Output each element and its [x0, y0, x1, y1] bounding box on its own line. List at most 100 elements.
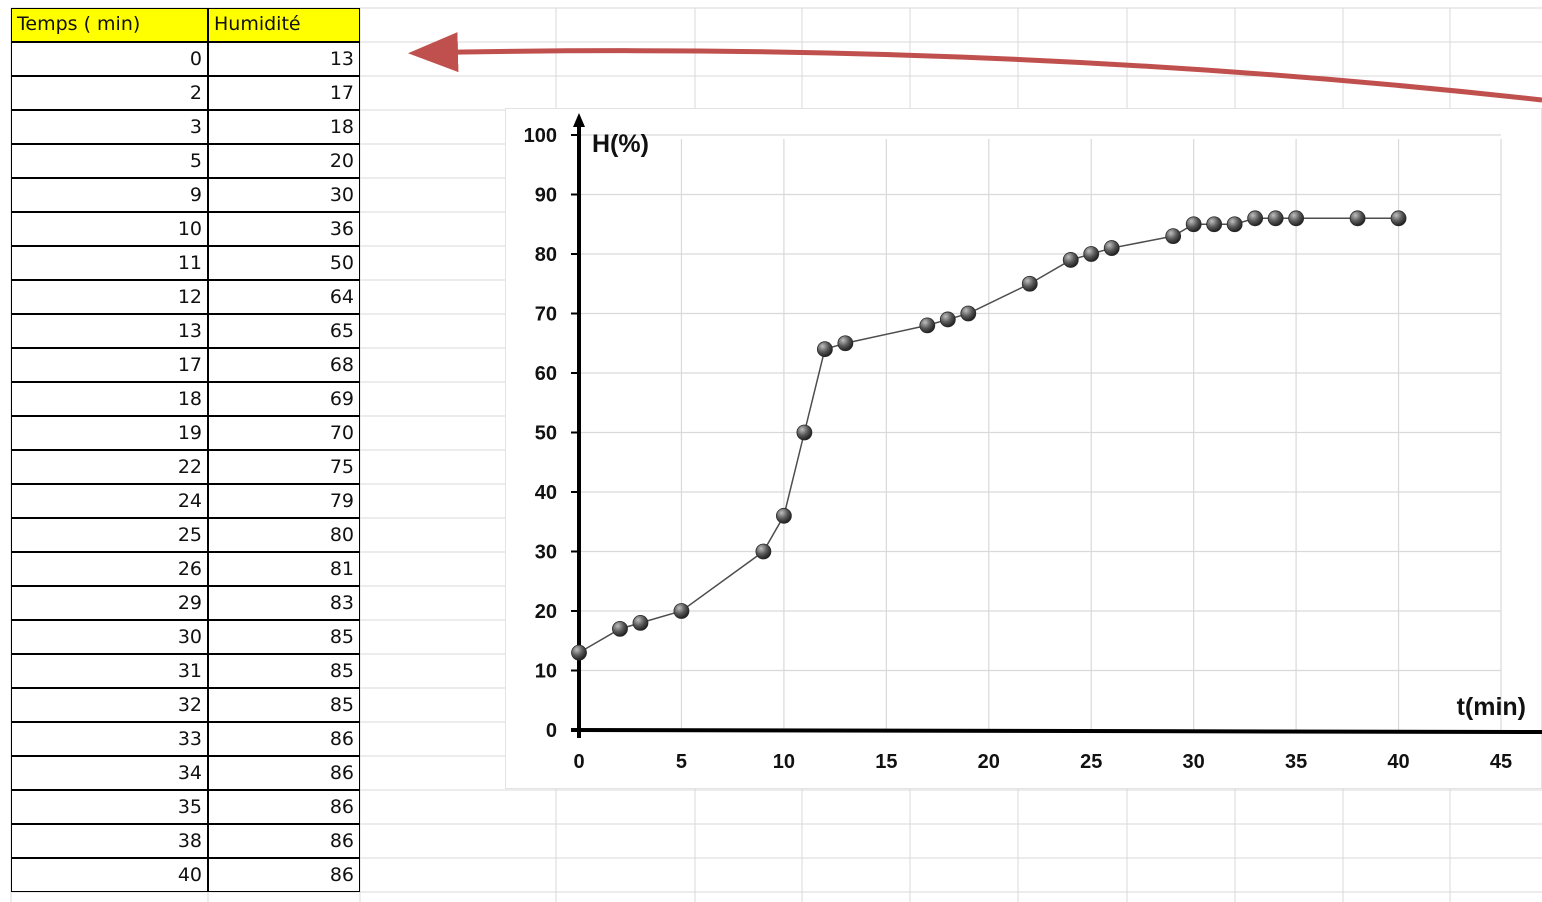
- cell-humidity[interactable]: 85: [208, 688, 360, 722]
- y-tick-label: 50: [535, 423, 557, 445]
- data-point: [837, 335, 854, 352]
- data-point: [1390, 210, 1407, 227]
- y-tick-label: 10: [535, 661, 557, 683]
- cell-humidity[interactable]: 65: [208, 314, 360, 348]
- y-tick-label: 90: [535, 185, 557, 207]
- cell-time[interactable]: 35: [11, 790, 208, 824]
- cell-time[interactable]: 25: [11, 518, 208, 552]
- y-tick-label: 80: [535, 244, 557, 266]
- cell-time[interactable]: 33: [11, 722, 208, 756]
- data-point: [632, 615, 649, 631]
- cell-time[interactable]: 5: [11, 144, 208, 178]
- data-point: [939, 311, 956, 328]
- x-tick-label: 10: [773, 751, 795, 773]
- cell-time[interactable]: 38: [11, 824, 208, 858]
- y-tick-label: 0: [546, 720, 557, 742]
- cell-time[interactable]: 11: [11, 246, 208, 280]
- cell-humidity[interactable]: 86: [208, 756, 360, 790]
- cell-time[interactable]: 31: [11, 654, 208, 688]
- x-tick-label: 35: [1285, 751, 1307, 773]
- data-point: [612, 620, 628, 637]
- cell-humidity[interactable]: 86: [208, 790, 360, 824]
- cell-time[interactable]: 29: [11, 586, 208, 620]
- y-tick-label: 100: [524, 125, 557, 147]
- data-point: [1185, 216, 1202, 233]
- cell-time[interactable]: 12: [11, 280, 208, 314]
- data-point: [816, 341, 833, 358]
- x-axis-line: [570, 728, 1542, 734]
- cell-time[interactable]: 3: [11, 110, 208, 144]
- cell-time[interactable]: 32: [11, 688, 208, 722]
- cell-humidity[interactable]: 83: [208, 586, 360, 620]
- cell-time[interactable]: 34: [11, 756, 208, 790]
- cell-time[interactable]: 18: [11, 382, 208, 416]
- cell-time[interactable]: 22: [11, 450, 208, 484]
- x-axis-title: t(min): [1457, 693, 1526, 721]
- cell-humidity[interactable]: 85: [208, 620, 360, 654]
- x-tick-label: 15: [875, 751, 897, 773]
- cell-humidity[interactable]: 79: [208, 484, 360, 518]
- cell-humidity[interactable]: 68: [208, 348, 360, 382]
- cell-time[interactable]: 13: [11, 314, 208, 348]
- y-tick-label: 60: [535, 363, 557, 385]
- x-tick-label: 30: [1183, 751, 1205, 773]
- header-time[interactable]: Temps ( min): [11, 8, 208, 42]
- cell-time[interactable]: 30: [11, 620, 208, 654]
- data-point: [755, 543, 772, 560]
- cell-humidity[interactable]: 69: [208, 382, 360, 416]
- cell-humidity[interactable]: 20: [208, 144, 360, 178]
- y-tick-label: 20: [535, 601, 557, 623]
- cell-humidity[interactable]: 64: [208, 280, 360, 314]
- cell-time[interactable]: 10: [11, 212, 208, 246]
- data-point: [1247, 210, 1264, 227]
- data-point: [775, 507, 792, 524]
- cell-time[interactable]: 9: [11, 178, 208, 212]
- data-point: [1062, 252, 1079, 268]
- cell-humidity[interactable]: 75: [208, 450, 360, 484]
- y-axis-title: H(%): [592, 130, 649, 158]
- y-axis-arrowhead: [573, 113, 585, 127]
- y-tick-label: 70: [535, 304, 557, 326]
- chart-plot: 0 10 20 30 40 50 60 70 80 90 100 0 5 10 15 20 25 30 35 40 45…: [524, 113, 1542, 773]
- data-point: [673, 603, 690, 619]
- data-point: [919, 317, 936, 334]
- cell-humidity[interactable]: 80: [208, 518, 360, 552]
- data-point: [796, 424, 813, 441]
- cell-time[interactable]: 24: [11, 484, 208, 518]
- x-tick-label: 40: [1387, 751, 1409, 773]
- cell-time[interactable]: 0: [11, 42, 208, 76]
- data-point: [1206, 216, 1223, 233]
- cell-humidity[interactable]: 30: [208, 178, 360, 212]
- data-point: [1267, 210, 1284, 227]
- cell-humidity[interactable]: 85: [208, 654, 360, 688]
- x-tick-label: 20: [978, 751, 1000, 773]
- cell-humidity[interactable]: 70: [208, 416, 360, 450]
- data-point: [1103, 240, 1120, 256]
- cell-time[interactable]: 2: [11, 76, 208, 110]
- cell-time[interactable]: 40: [11, 858, 208, 892]
- cell-humidity[interactable]: 81: [208, 552, 360, 586]
- x-tick-label: 45: [1490, 751, 1512, 773]
- x-tick-label: 5: [676, 751, 687, 773]
- cell-time[interactable]: 26: [11, 552, 208, 586]
- y-tick-label: 30: [535, 542, 557, 564]
- x-tick-label: 0: [573, 751, 584, 773]
- data-point: [1083, 246, 1100, 262]
- x-tick-label: 25: [1080, 751, 1102, 773]
- cell-humidity[interactable]: 17: [208, 76, 360, 110]
- y-tick-label: 40: [535, 482, 557, 504]
- cell-humidity[interactable]: 50: [208, 246, 360, 280]
- data-point: [960, 305, 977, 322]
- data-point: [571, 644, 587, 661]
- data-point: [1349, 210, 1366, 227]
- chart-area[interactable]: 0 10 20 30 40 50 60 70 80 90 100 0 5 10 15 20 25 30 35 40 45…: [505, 108, 1542, 789]
- cell-humidity[interactable]: 86: [208, 722, 360, 756]
- cell-time[interactable]: 17: [11, 348, 208, 382]
- cell-humidity[interactable]: 18: [208, 110, 360, 144]
- header-humidity[interactable]: Humidité: [208, 8, 360, 42]
- cell-time[interactable]: 19: [11, 416, 208, 450]
- cell-humidity[interactable]: 86: [208, 858, 360, 892]
- cell-humidity[interactable]: 13: [208, 42, 360, 76]
- cell-humidity[interactable]: 86: [208, 824, 360, 858]
- cell-humidity[interactable]: 36: [208, 212, 360, 246]
